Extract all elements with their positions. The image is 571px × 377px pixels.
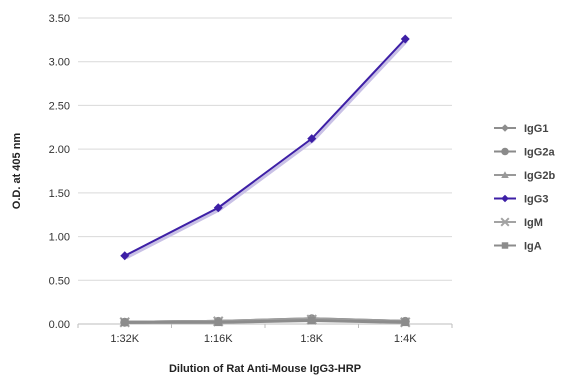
legend-label: IgG2b xyxy=(524,170,555,182)
data-point xyxy=(213,203,223,213)
data-point xyxy=(120,318,129,327)
legend-label: IgA xyxy=(524,241,542,253)
data-point xyxy=(214,318,223,327)
x-tick-labels: 1:32K 1:16K 1:8K 1:4K xyxy=(77,324,453,345)
legend-swatch-marker xyxy=(501,147,509,156)
x-tick-label: 1:32K xyxy=(110,333,139,345)
series-line-shadow xyxy=(125,39,408,260)
legend-item-igg3: IgG3 xyxy=(494,194,548,206)
legend-swatch-marker xyxy=(500,217,510,227)
legend-swatch-marker xyxy=(501,171,509,179)
y-tick-label: 0.00 xyxy=(49,319,70,331)
y-tick-label: 1.50 xyxy=(49,188,70,200)
y-tick-label: 2.00 xyxy=(49,144,70,156)
x-tick-label: 1:4K xyxy=(394,333,417,345)
legend: IgG1 IgG2a IgG2b IgG3 IgM IgA xyxy=(494,123,555,253)
legend-item-igm: IgM xyxy=(494,217,543,229)
legend-item-igg2a: IgG2a xyxy=(494,147,555,159)
y-axis-title: O.D. at 405 nm xyxy=(11,133,23,210)
legend-item-igg2b: IgG2b xyxy=(494,170,555,182)
x-tick-label: 1:16K xyxy=(204,333,233,345)
legend-item-iga: IgA xyxy=(494,241,542,253)
series-iga xyxy=(120,316,410,327)
legend-label: IgG1 xyxy=(524,123,548,135)
data-point xyxy=(401,318,410,327)
y-tick-label: 2.50 xyxy=(49,100,70,112)
marker-stroke xyxy=(500,217,510,227)
y-tick-labels: 0.00 0.50 1.00 1.50 2.00 2.50 3.00 3.50 xyxy=(49,13,70,331)
data-point xyxy=(307,134,317,144)
y-tick-label: 0.50 xyxy=(49,275,70,287)
legend-label: IgM xyxy=(524,217,543,229)
gridlines xyxy=(78,17,452,281)
y-tick-label: 1.00 xyxy=(49,232,70,244)
legend-item-igg1: IgG1 xyxy=(494,123,548,135)
legend-swatch-marker xyxy=(501,194,509,203)
data-point xyxy=(307,316,316,325)
data-point xyxy=(400,34,410,44)
y-tick-label: 3.50 xyxy=(49,13,70,25)
series-group xyxy=(119,34,411,328)
series-line xyxy=(124,38,406,257)
y-tick-label: 3.00 xyxy=(49,57,70,69)
x-axis-title: Dilution of Rat Anti-Mouse IgG3-HRP xyxy=(169,363,361,375)
series-line xyxy=(124,319,406,324)
x-tick-label: 1:8K xyxy=(300,333,323,345)
legend-swatch-marker xyxy=(501,242,509,249)
legend-label: IgG3 xyxy=(524,194,548,206)
legend-swatch-marker xyxy=(501,124,509,132)
data-point xyxy=(120,251,130,261)
legend-label: IgG2a xyxy=(524,147,555,159)
series-igg3 xyxy=(120,34,410,261)
